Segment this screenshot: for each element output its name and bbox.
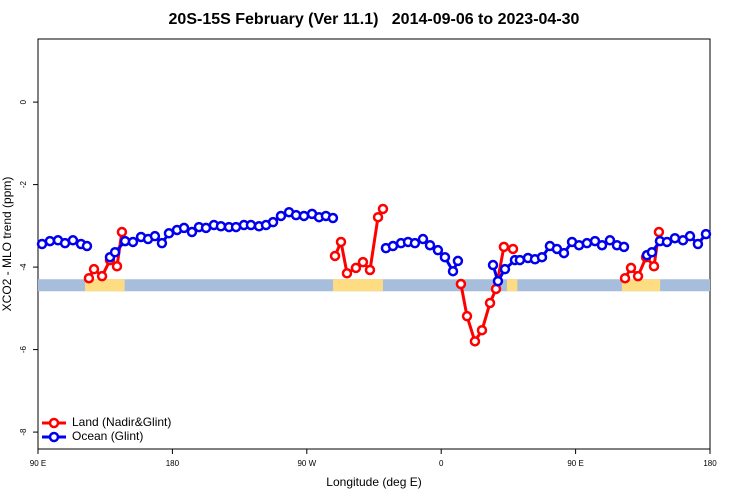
point	[492, 275, 504, 287]
x-tick-label: 90 W	[297, 459, 316, 468]
point	[341, 268, 353, 279]
point	[81, 240, 93, 252]
point	[409, 237, 421, 249]
point	[581, 237, 593, 249]
point	[455, 278, 467, 290]
point	[127, 236, 139, 248]
point	[439, 251, 451, 263]
point	[692, 238, 704, 250]
x-tick-label: 180	[166, 459, 180, 468]
point	[327, 212, 339, 224]
point	[357, 256, 369, 268]
y-axis-label: XCO2 - MLO trend (ppm)	[0, 177, 14, 312]
point	[596, 239, 608, 251]
y-tick-label: -2	[19, 181, 28, 189]
x-tick-label: 180	[703, 459, 717, 468]
point	[377, 203, 389, 215]
point	[632, 270, 644, 282]
legend-marker	[48, 417, 60, 429]
point	[618, 241, 630, 253]
point	[88, 263, 100, 275]
point	[178, 222, 190, 234]
chart-title: 20S-15S February (Ver 11.1) 2014-09-06 t…	[169, 11, 580, 28]
point	[275, 210, 287, 222]
point	[487, 259, 499, 271]
legend-marker	[48, 431, 60, 443]
y-tick-label: -6	[19, 345, 28, 353]
point	[484, 297, 496, 309]
point	[364, 264, 376, 276]
point	[558, 247, 570, 259]
x-tick-label: 90 E	[567, 459, 583, 468]
point	[116, 226, 128, 238]
legend-label: Land (Nadir&Glint)	[72, 415, 171, 429]
point	[469, 336, 481, 347]
point	[149, 230, 161, 242]
point	[432, 244, 444, 256]
point	[447, 265, 459, 277]
point	[156, 237, 168, 249]
point	[604, 235, 616, 246]
point	[669, 232, 681, 244]
point	[700, 228, 712, 240]
point	[335, 236, 347, 248]
point	[44, 235, 56, 247]
x-tick-label: 90 E	[30, 459, 46, 468]
point	[267, 216, 279, 228]
land-band	[333, 279, 383, 292]
point	[387, 240, 399, 252]
point	[653, 226, 665, 238]
y-tick-label: 0	[19, 99, 28, 104]
point	[329, 250, 341, 262]
point	[417, 233, 429, 245]
point	[186, 226, 198, 238]
x-axis-label: Longitude (deg E)	[326, 475, 421, 489]
point	[625, 262, 637, 274]
y-tick-label: -4	[19, 263, 28, 271]
point	[163, 228, 175, 239]
point	[661, 236, 673, 248]
point	[372, 211, 384, 223]
legend-label: Ocean (Glint)	[72, 429, 143, 443]
point	[646, 246, 658, 258]
point	[461, 310, 473, 322]
point	[619, 272, 631, 284]
x-tick-label: 0	[439, 459, 444, 468]
point	[109, 246, 121, 258]
point	[498, 241, 510, 253]
land-band	[506, 279, 518, 292]
point	[476, 324, 488, 336]
point	[536, 251, 548, 263]
point	[83, 272, 95, 284]
y-tick-label: -8	[19, 428, 28, 436]
point	[648, 261, 660, 272]
land-band	[621, 279, 661, 292]
point	[350, 262, 362, 274]
point	[507, 243, 519, 255]
point	[96, 270, 108, 282]
point	[499, 263, 511, 275]
point	[67, 235, 79, 246]
point	[215, 221, 227, 232]
point	[424, 239, 436, 251]
point	[514, 254, 526, 266]
point	[111, 261, 123, 272]
land-band	[85, 279, 125, 292]
point	[452, 255, 464, 267]
point	[298, 210, 310, 222]
point	[245, 219, 257, 231]
point	[684, 230, 696, 242]
